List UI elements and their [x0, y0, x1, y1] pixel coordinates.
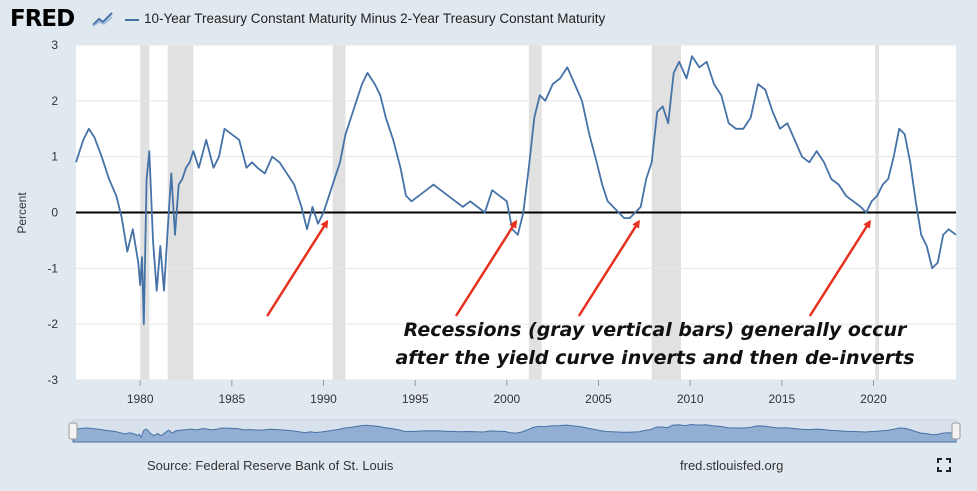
- x-tick-label: 2020: [860, 392, 887, 406]
- annotation-arrow: [266, 219, 329, 317]
- fred-logo[interactable]: FRED: [10, 6, 75, 32]
- series-line: [75, 55, 957, 326]
- x-tick-label: 2015: [768, 392, 795, 406]
- navigator-series: [72, 423, 957, 443]
- annotation-arrow: [577, 219, 640, 317]
- y-tick-label: -1: [47, 261, 58, 275]
- navigator[interactable]: [68, 419, 961, 443]
- y-tick-label: 1: [51, 150, 58, 164]
- y-tick-label: -2: [47, 317, 58, 331]
- x-tick-label: 1995: [402, 392, 429, 406]
- x-axis-ticks: 1980 1985 1990 1995 2000 2005 2010 2015 2020: [127, 380, 887, 406]
- footer-url[interactable]: fred.stlouisfed.org: [680, 458, 784, 473]
- y-axis-label: Percent: [15, 192, 29, 234]
- annotation-arrow: [808, 219, 871, 317]
- header: FRED 10-Year Treasury Constant Maturity …: [0, 0, 977, 40]
- y-tick-label: -3: [47, 373, 58, 387]
- y-tick-label: 3: [51, 38, 58, 52]
- x-tick-label: 2010: [677, 392, 704, 406]
- footer-source: Source: Federal Reserve Bank of St. Loui…: [147, 458, 394, 473]
- navigator-handle-right[interactable]: [951, 422, 961, 440]
- x-tick-label: 2000: [493, 392, 520, 406]
- legend-swatch: [125, 19, 139, 21]
- annotation-arrow: [454, 219, 518, 317]
- annotation-arrows: [266, 219, 871, 317]
- y-axis-ticks: -3 -2 -1 0 1 2 3: [47, 38, 58, 387]
- legend-label: 10-Year Treasury Constant Maturity Minus…: [144, 11, 606, 26]
- annotation-line-2: after the yield curve inverts and then d…: [395, 347, 915, 369]
- x-tick-label: 2005: [585, 392, 612, 406]
- navigator-handle-left[interactable]: [68, 422, 78, 440]
- y-tick-label: 2: [51, 94, 58, 108]
- x-tick-label: 1980: [127, 392, 154, 406]
- x-tick-label: 1985: [218, 392, 245, 406]
- graph-icon: [91, 10, 115, 28]
- annotation-text: Recessions (gray vertical bars) generall…: [360, 316, 950, 372]
- expand-icon[interactable]: [937, 458, 951, 472]
- annotation-line-1: Recessions (gray vertical bars) generall…: [403, 319, 907, 341]
- y-tick-label: 0: [51, 206, 58, 220]
- x-tick-label: 1990: [310, 392, 337, 406]
